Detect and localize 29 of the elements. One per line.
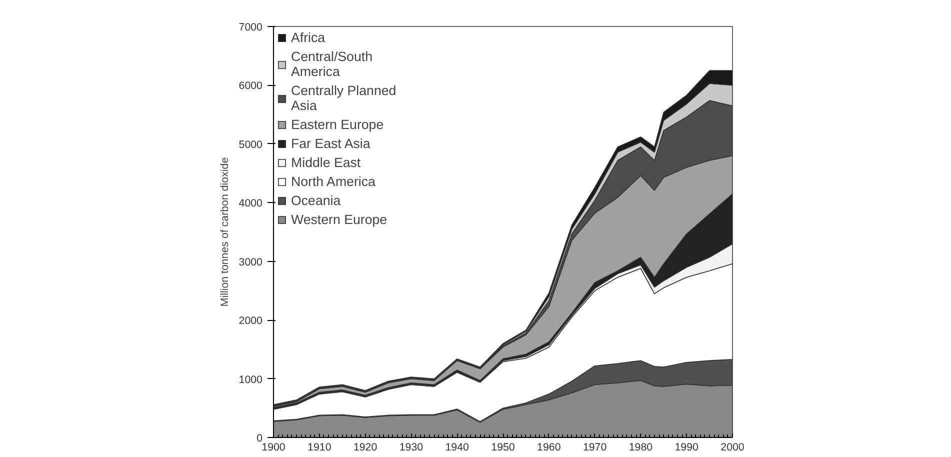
legend-label: Eastern Europe	[291, 117, 384, 132]
y-axis-title: Million tonnes of carbon dioxide	[218, 157, 231, 307]
x-tick-label: 1910	[308, 442, 332, 454]
x-tick-label: 1990	[674, 442, 699, 454]
x-tick-label: 1970	[582, 442, 607, 454]
y-tick-label: 6000	[238, 80, 263, 92]
legend-label: Africa	[291, 30, 326, 45]
x-tick-label: 1900	[262, 442, 286, 454]
legend-label: Middle East	[291, 155, 361, 170]
x-tick-label: 1980	[628, 442, 653, 454]
x-tick-label: 1920	[353, 442, 378, 454]
legend-label: Centrally Planned Asia	[291, 83, 396, 113]
legend-label: North America	[291, 174, 376, 189]
legend-label: Central/South America	[291, 49, 372, 79]
y-tick-label: 5000	[238, 138, 263, 151]
y-tick-label: 3000	[238, 256, 263, 268]
legend-label: Far East Asia	[291, 136, 370, 151]
legend-label: Oceania	[291, 193, 341, 208]
y-tick-label: 0	[256, 432, 263, 444]
y-tick-label: 1000	[238, 374, 263, 386]
x-tick-label: 1950	[491, 442, 515, 454]
y-tick-label: 4000	[238, 198, 263, 210]
x-tick-label: 1940	[445, 442, 470, 454]
x-tick-label: 1930	[399, 442, 424, 454]
y-tick-label: 7000	[238, 22, 263, 34]
y-tick-label: 2000	[238, 315, 263, 328]
legend-label: Western Europe	[291, 212, 388, 227]
x-tick-label: 2000	[720, 442, 744, 454]
x-tick-label: 1960	[537, 442, 561, 454]
